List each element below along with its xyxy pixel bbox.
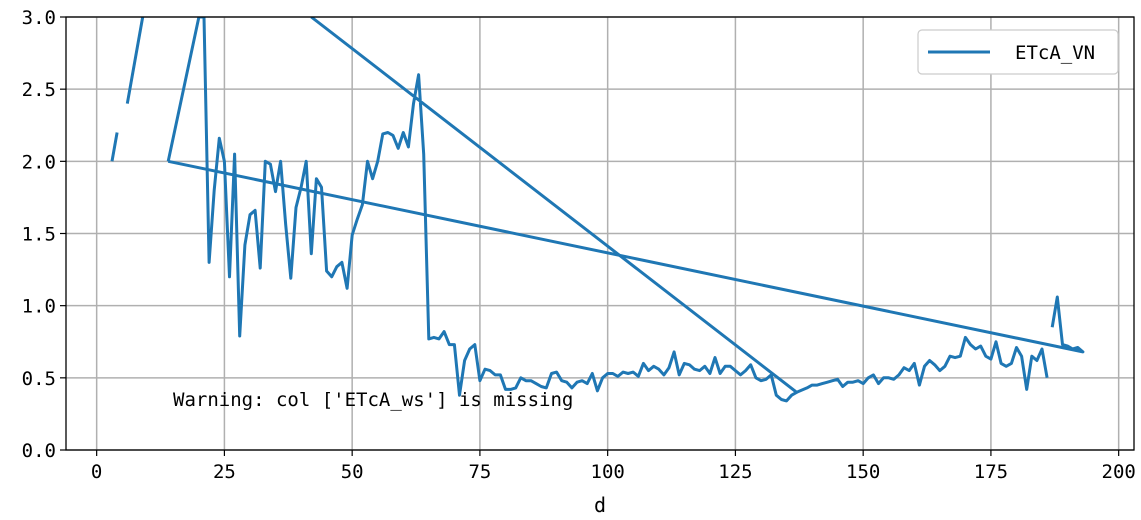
- x-tick-label: 125: [718, 461, 752, 483]
- series-line-segment: [110, 132, 119, 162]
- y-tick-label: 2.0: [22, 151, 56, 173]
- y-tick-label: 0.5: [22, 368, 56, 390]
- series-lines: [110, 17, 1085, 403]
- series-line-segment: [166, 17, 799, 403]
- annotation-text: Warning: col ['ETcA_ws'] is missing: [173, 389, 573, 411]
- series-line-segment: [167, 159, 1085, 354]
- y-tick-label: 0.0: [22, 440, 56, 462]
- legend-label: ETcA_VN: [1015, 42, 1095, 64]
- x-tick-label: 150: [846, 461, 880, 483]
- series-line-segment: [796, 335, 1049, 394]
- legend: ETcA_VN: [917, 29, 1119, 75]
- legend-box: [917, 29, 1119, 75]
- y-tick-label: 3.0: [22, 7, 56, 29]
- x-tick-label: 25: [213, 461, 236, 483]
- x-tick-label: 200: [1102, 461, 1136, 483]
- y-tick-label: 1.0: [22, 296, 56, 318]
- x-tick-label: 175: [974, 461, 1008, 483]
- x-tick-label: 50: [341, 461, 364, 483]
- series-line-segment: [125, 17, 145, 104]
- axis-ticks: 0 25 50 75 100 125 150 175 200 0.0 0.5 1.0 1.5 2.0 2.5…: [22, 7, 1136, 483]
- y-tick-label: 2.5: [22, 79, 56, 101]
- x-tick-label: 100: [591, 461, 625, 483]
- x-axis-title: d: [594, 493, 606, 517]
- x-tick-label: 0: [91, 461, 102, 483]
- y-tick-label: 1.5: [22, 224, 56, 246]
- x-tick-label: 75: [468, 461, 491, 483]
